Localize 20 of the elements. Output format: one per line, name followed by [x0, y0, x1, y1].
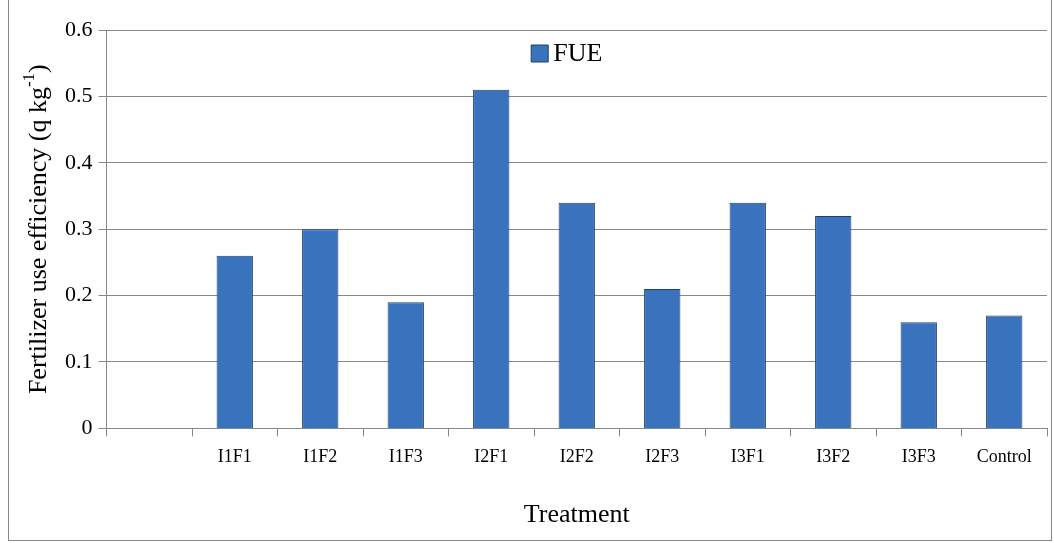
y-tick-label: 0.5 — [65, 82, 93, 108]
x-tick-label: I2F3 — [645, 445, 680, 466]
x-axis-title: Treatment — [523, 498, 631, 528]
legend-label: FUE — [553, 37, 603, 67]
y-tick-label: 0.6 — [65, 15, 93, 41]
x-tick-label: I1F3 — [388, 445, 423, 466]
x-tick-label: I3F3 — [901, 445, 936, 466]
y-tick-label: 0.2 — [65, 281, 93, 307]
x-tick-label: Control — [976, 445, 1032, 466]
y-tick-label: 0.1 — [65, 347, 93, 373]
y-tick-label: 0.4 — [65, 148, 93, 174]
x-tick-label: I2F2 — [559, 445, 594, 466]
y-tick-label: 0.3 — [65, 214, 93, 240]
x-tick-label: I1F1 — [217, 445, 252, 466]
x-tick-label: I1F2 — [303, 445, 338, 466]
x-tick-label: I2F1 — [474, 445, 509, 466]
y-tick-label: 0 — [81, 414, 93, 440]
x-tick-label: I3F2 — [816, 445, 851, 466]
y-axis-title: Fertilizer use efficiency (q kg-1) — [19, 64, 52, 395]
x-tick-label: I3F1 — [730, 445, 765, 466]
